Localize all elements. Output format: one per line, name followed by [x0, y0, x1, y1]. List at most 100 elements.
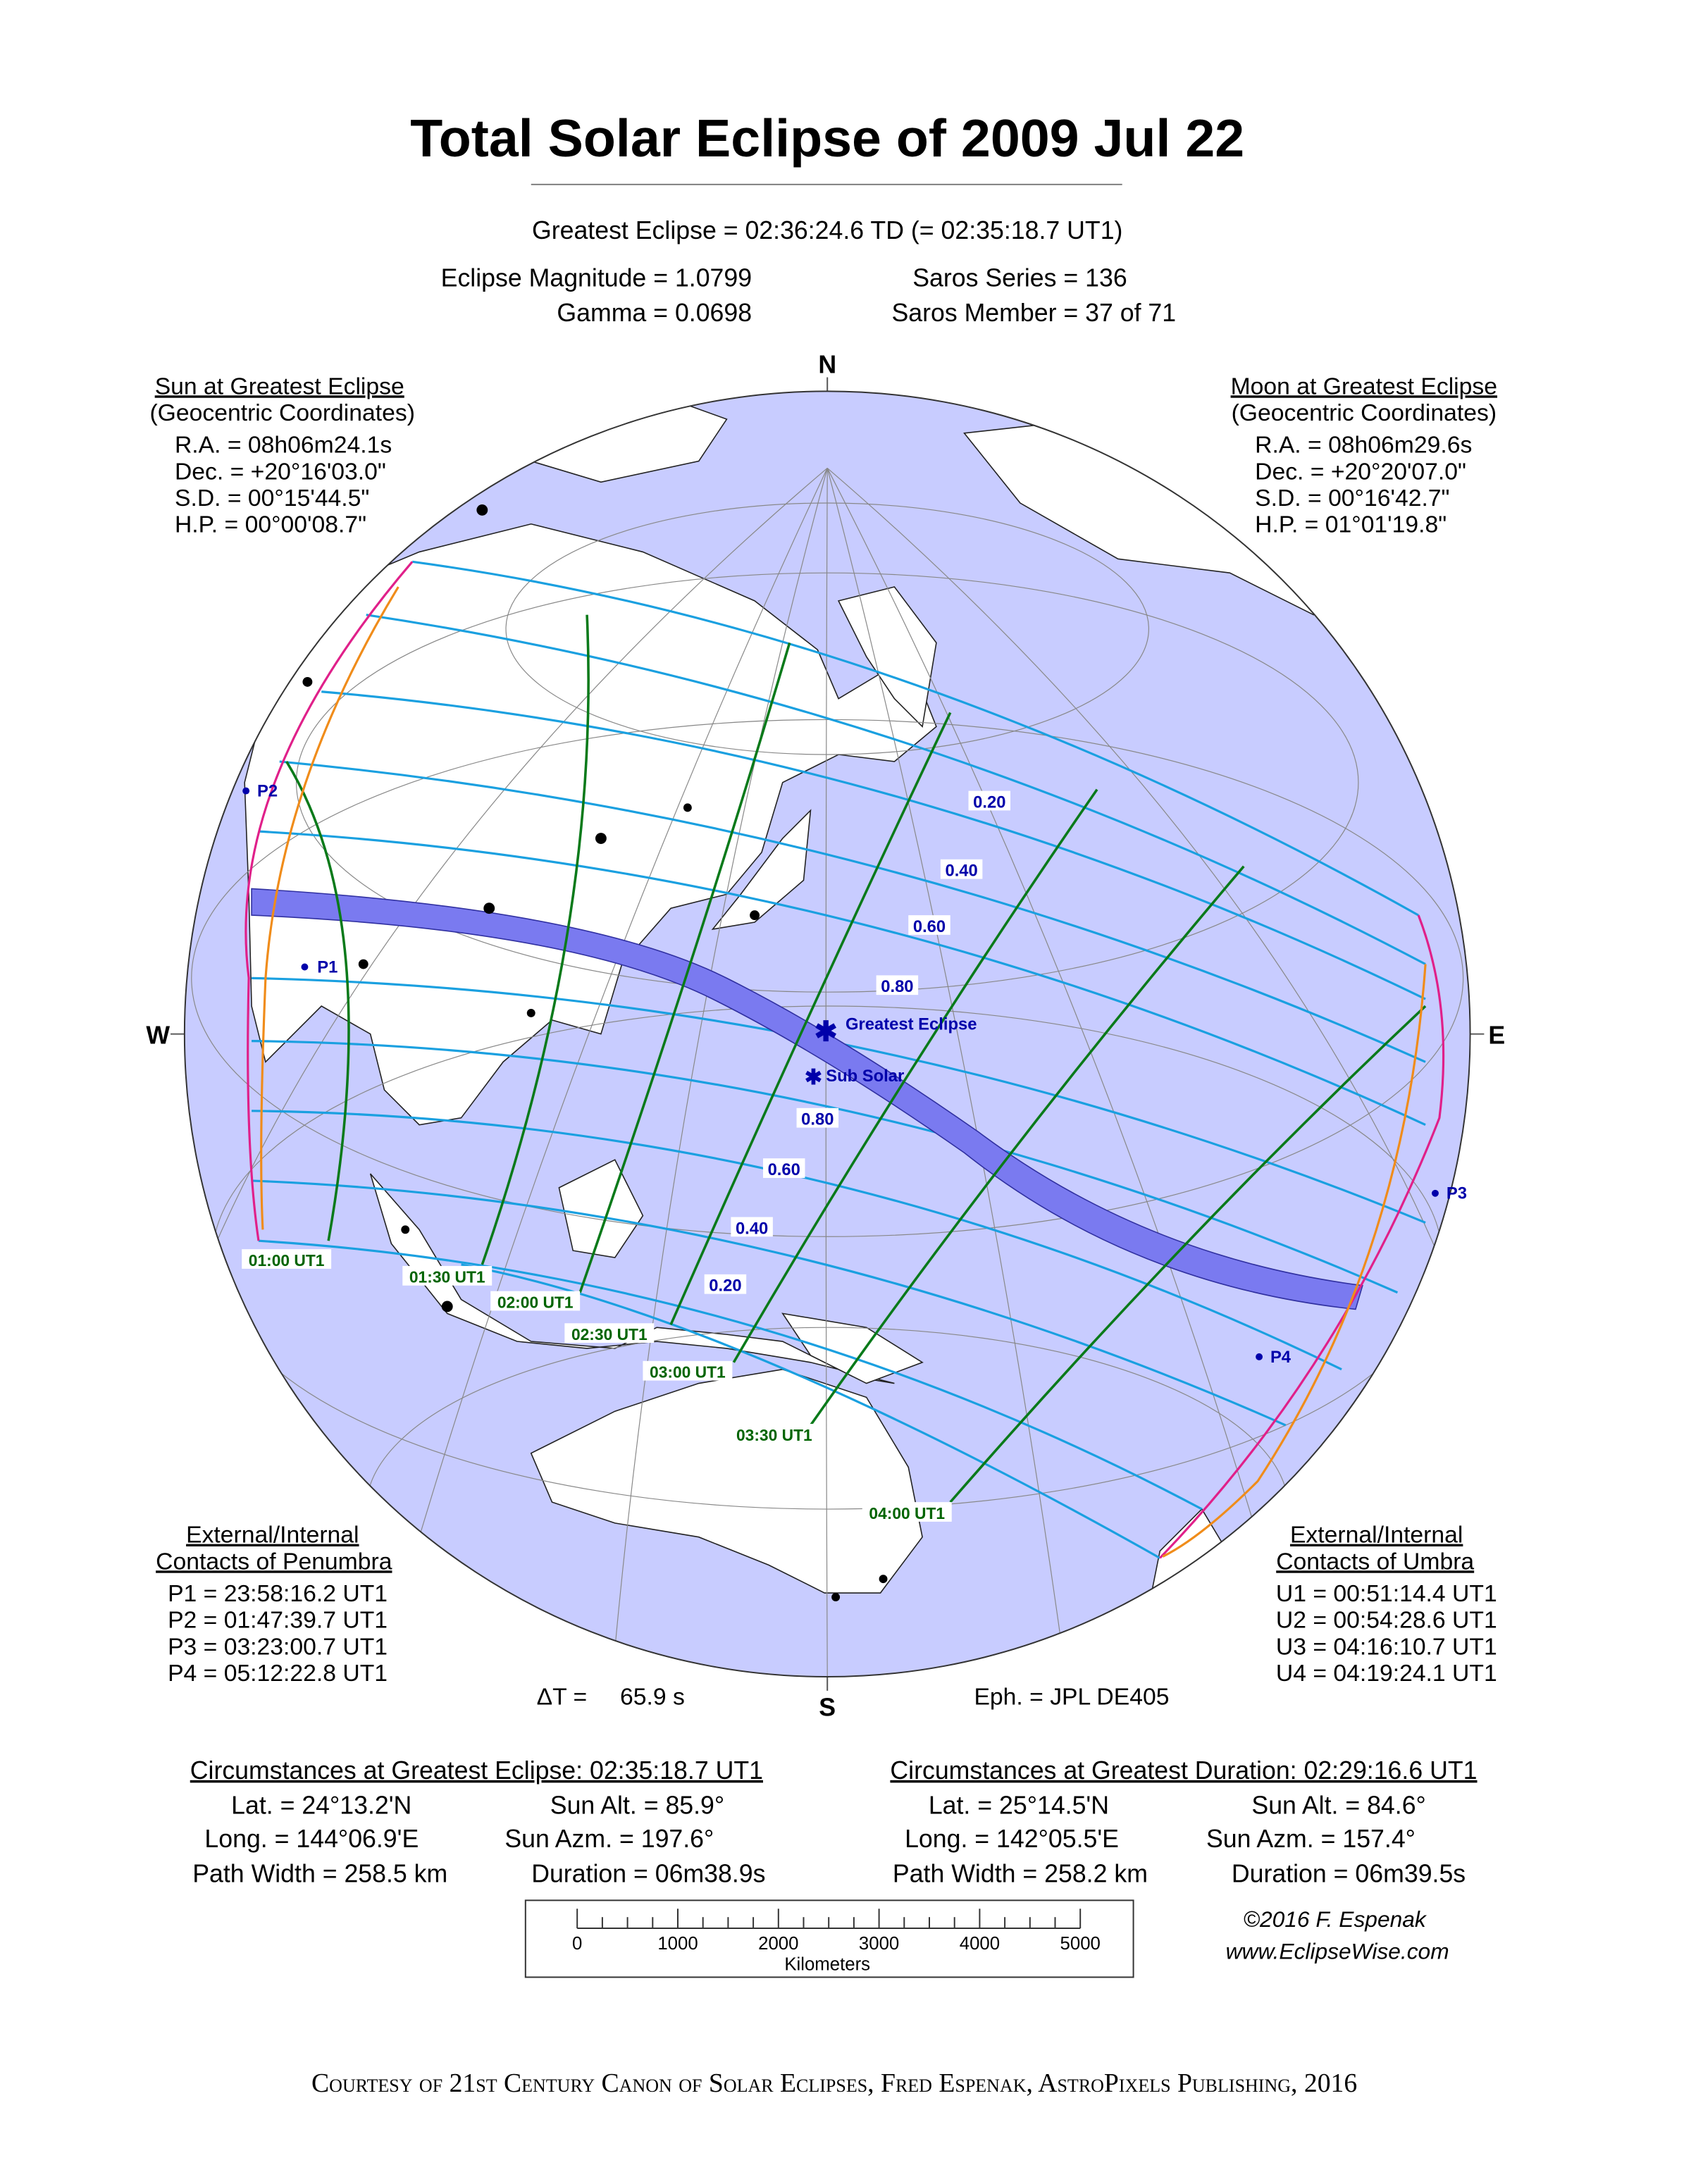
- moon-coordinates: Moon at Greatest Eclipse (Geocentric Coo…: [1231, 373, 1497, 538]
- time-label: 02:00 UT1: [497, 1293, 574, 1311]
- time-line: [949, 1005, 1427, 1503]
- scale-unit: Kilometers: [784, 1955, 870, 1975]
- magnitude-curve: [252, 976, 1426, 1224]
- time-line: [809, 865, 1245, 1427]
- time-line: [481, 614, 590, 1265]
- moon-subtitle: (Geocentric Coordinates): [1232, 399, 1497, 426]
- circumstances-greatest-duration: Circumstances at Greatest Duration: 02:2…: [890, 1756, 1477, 1888]
- ge-sun-azm: Sun Azm. = 197.6°: [504, 1825, 714, 1853]
- mag-label: 0.80: [801, 1110, 834, 1129]
- time-labels: 01:00 UT1 01:30 UT1 02:00 UT1 02:30 UT1 …: [242, 1249, 952, 1522]
- ge-duration: Duration = 06m38.9s: [531, 1860, 765, 1888]
- scale-tick-label: 0: [572, 1934, 582, 1954]
- copyright: ©2016 F. Espenak: [1244, 1906, 1427, 1932]
- u3-time: U3 = 04:16:10.7 UT1: [1276, 1633, 1497, 1660]
- time-line: [285, 761, 350, 1241]
- scale-bar: 0 1000 2000 3000 4000 5000 Kilometers: [524, 1899, 1134, 1978]
- p3-time: P3 = 03:23:00.7 UT1: [168, 1633, 388, 1660]
- limit-curves: [244, 561, 1445, 1559]
- u2-time: U2 = 00:54:28.6 UT1: [1276, 1607, 1497, 1634]
- greatest-eclipse-time: Greatest Eclipse = 02:36:24.6 TD (= 02:3…: [532, 216, 1122, 244]
- saros-member: Saros Member = 37 of 71: [891, 299, 1176, 327]
- time-lines: [285, 614, 1427, 1503]
- gd-lat: Lat. = 25°14.5'N: [929, 1791, 1109, 1819]
- path-of-totality: [251, 888, 1363, 1310]
- magnitude-curve: [366, 614, 1426, 965]
- globe: ✱ Greatest Eclipse ✱ Sub Solar P1 P2 P3 …: [183, 390, 1471, 1678]
- magnitude-curve: [252, 1179, 1287, 1427]
- u4-time: U4 = 04:19:24.1 UT1: [1276, 1660, 1497, 1687]
- magnitude-curve: [252, 1040, 1399, 1294]
- sun-dec: Dec. = +20°16'03.0": [175, 458, 386, 485]
- gd-title: Circumstances at Greatest Duration: 02:2…: [890, 1756, 1477, 1785]
- umbra-title1: External/Internal: [1290, 1522, 1463, 1549]
- compass-north: N: [818, 351, 836, 379]
- moon-dec: Dec. = +20°20'07.0": [1255, 458, 1466, 485]
- mag-label: 0.80: [881, 977, 913, 996]
- gd-long: Long. = 142°05.5'E: [905, 1825, 1119, 1853]
- magnitude-curve: [252, 1110, 1342, 1371]
- p3-label: P3: [1447, 1184, 1467, 1203]
- page-title: Total Solar Eclipse of 2009 Jul 22: [410, 108, 1244, 168]
- time-label: 02:30 UT1: [571, 1325, 648, 1344]
- scale-tick-label: 1000: [657, 1934, 698, 1954]
- circumstances-greatest-eclipse: Circumstances at Greatest Eclipse: 02:35…: [190, 1756, 766, 1888]
- mag-label: 0.20: [709, 1277, 741, 1296]
- time-line: [578, 642, 791, 1293]
- mag-label: 0.60: [913, 917, 946, 936]
- time-label: 03:30 UT1: [736, 1426, 812, 1444]
- gamma: Gamma = 0.0698: [557, 299, 752, 327]
- compass-east: E: [1488, 1022, 1505, 1050]
- scale-tick-label: 3000: [859, 1934, 899, 1954]
- ephemeris: Eph. = JPL DE405: [974, 1684, 1169, 1711]
- landmasses: [244, 393, 1343, 1623]
- mag-label: 0.40: [736, 1219, 768, 1238]
- magnitude-curve: [411, 560, 1419, 917]
- sub-solar-label: Sub Solar: [826, 1067, 904, 1086]
- p1-time: P1 = 23:58:16.2 UT1: [168, 1580, 388, 1607]
- gd-sun-azm: Sun Azm. = 157.4°: [1206, 1825, 1416, 1853]
- sun-ra: R.A. = 08h06m24.1s: [175, 432, 392, 459]
- gd-sun-alt: Sun Alt. = 84.6°: [1251, 1791, 1425, 1819]
- website: www.EclipseWise.com: [1226, 1939, 1449, 1964]
- time-line: [669, 712, 952, 1325]
- footer-credit: Courtesy of 21st Century Canon of Solar …: [311, 2068, 1357, 2098]
- moon-hp: H.P. = 01°01'19.8": [1255, 511, 1447, 538]
- mag-label: 0.60: [768, 1160, 800, 1179]
- magnitude-curve: [258, 830, 1426, 1127]
- penumbra-contacts: External/Internal Contacts of Penumbra P…: [156, 1522, 392, 1687]
- magnitude-labels: 0.20 0.40 0.60 0.80 0.80 0.60 0.40 0.20: [704, 790, 1011, 1296]
- u1-time: U1 = 00:51:14.4 UT1: [1276, 1580, 1497, 1607]
- ge-path-width: Path Width = 258.5 km: [192, 1860, 447, 1888]
- scale-tick-label: 4000: [960, 1934, 1000, 1954]
- p1-label: P1: [317, 957, 337, 976]
- p4-time: P4 = 05:12:22.8 UT1: [168, 1660, 388, 1687]
- compass-south: S: [819, 1694, 836, 1722]
- sun-sd: S.D. = 00°15'44.5": [175, 485, 369, 511]
- umbra-title2: Contacts of Umbra: [1276, 1548, 1474, 1575]
- land-asia: [244, 523, 937, 1126]
- compass-west: W: [146, 1022, 170, 1050]
- graticule: [191, 467, 1464, 1677]
- saros-series: Saros Series = 136: [912, 264, 1127, 292]
- penumbra-title2: Contacts of Penumbra: [156, 1548, 392, 1575]
- scale-tick-label: 5000: [1060, 1934, 1101, 1954]
- magnitude-curve: [258, 1239, 1203, 1510]
- land-australia: [530, 1368, 923, 1594]
- moon-title: Moon at Greatest Eclipse: [1231, 373, 1497, 399]
- gd-path-width: Path Width = 258.2 km: [893, 1860, 1148, 1888]
- time-label: 01:30 UT1: [409, 1268, 485, 1286]
- penumbra-title1: External/Internal: [186, 1522, 359, 1549]
- ge-title: Circumstances at Greatest Eclipse: 02:35…: [190, 1756, 763, 1785]
- p4-label: P4: [1270, 1348, 1292, 1367]
- ge-sun-alt: Sun Alt. = 85.9°: [550, 1791, 724, 1819]
- scale-tick-label: 2000: [758, 1934, 798, 1954]
- magnitude-curve: [279, 760, 1426, 1063]
- greatest-eclipse-label: Greatest Eclipse: [846, 1015, 977, 1034]
- p2-label: P2: [257, 782, 278, 801]
- greatest-eclipse-marker-icon: ✱: [814, 1017, 838, 1048]
- magnitude-curve: [461, 1263, 1161, 1559]
- sun-subtitle: (Geocentric Coordinates): [149, 399, 415, 426]
- land-borneo: [558, 1159, 644, 1258]
